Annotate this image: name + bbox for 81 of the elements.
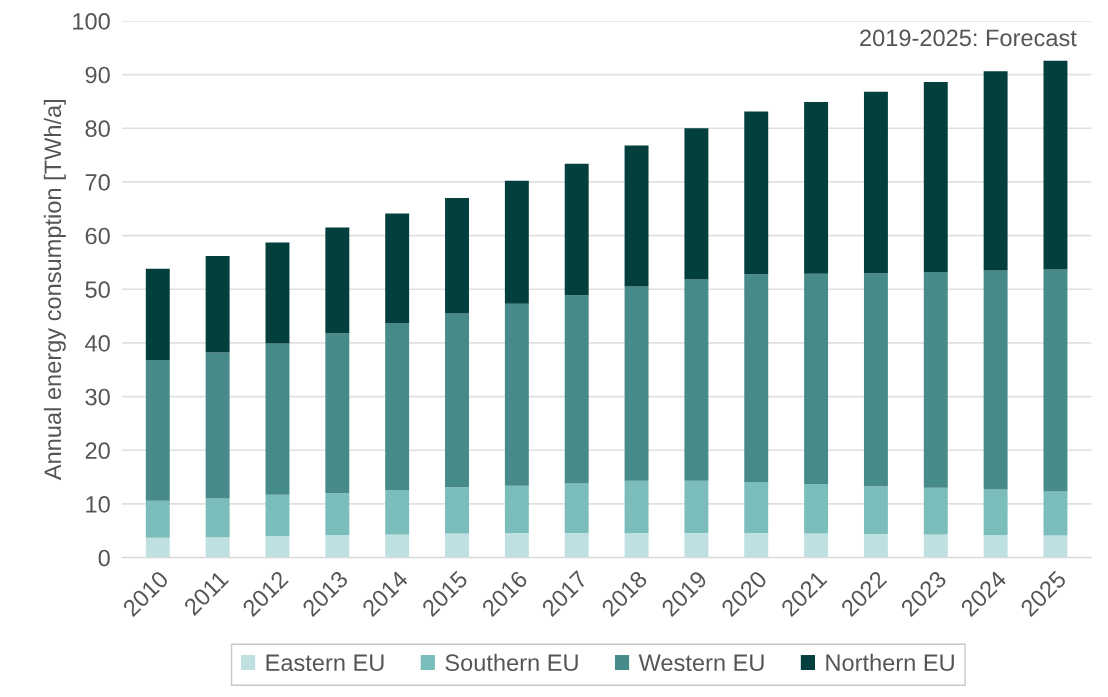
bar [265, 536, 290, 558]
bar [744, 532, 769, 558]
bar [684, 279, 709, 481]
bar [744, 274, 769, 482]
bar [684, 480, 709, 533]
y-tick-label: 80 [85, 120, 110, 138]
bar [983, 489, 1008, 536]
bar [385, 323, 410, 490]
y-tick-label: 10 [86, 496, 110, 513]
bar [504, 303, 529, 486]
bar [804, 273, 829, 485]
bar [504, 532, 529, 558]
bar [624, 480, 649, 533]
bar [804, 101, 829, 274]
bar [504, 485, 529, 533]
y-tick-label: 20 [85, 442, 110, 460]
bar [265, 343, 290, 495]
bar [265, 242, 290, 344]
bar [325, 535, 350, 558]
bar [923, 82, 948, 273]
y-tick-label: 90 [85, 66, 110, 84]
bar [145, 268, 170, 361]
bar [1043, 269, 1068, 492]
bar [145, 537, 170, 558]
bar [265, 494, 290, 537]
bar [205, 537, 230, 558]
bar [564, 532, 589, 558]
bar [804, 484, 829, 534]
bar [205, 352, 230, 499]
bar [684, 532, 709, 558]
legend-label: Southern EU [445, 653, 578, 672]
bar [1043, 491, 1068, 536]
bar [923, 487, 948, 535]
y-tick-label: 70 [85, 173, 110, 191]
bar [385, 213, 410, 324]
bar [564, 163, 589, 296]
bar [564, 295, 589, 484]
bar [385, 534, 410, 558]
bar [145, 500, 170, 538]
bar [923, 534, 948, 558]
bar [145, 360, 170, 501]
bar [445, 198, 469, 314]
bar [1043, 535, 1068, 558]
bar [923, 272, 948, 488]
y-tick-label: 60 [85, 227, 110, 245]
bar [445, 313, 469, 488]
bar [983, 270, 1008, 490]
y-axis-title: Annual energy consumption [TWh/a] [43, 99, 66, 481]
bar [744, 481, 769, 533]
bar [684, 128, 709, 280]
legend-label: Western EU [638, 654, 764, 672]
bar [1043, 60, 1068, 270]
bar [624, 145, 649, 287]
legend-label: Northern EU [826, 653, 954, 672]
bar [744, 111, 769, 275]
legend-label: Eastern EU [266, 654, 384, 672]
bar [325, 493, 350, 536]
y-tick-label: 0 [98, 549, 110, 567]
bar [624, 286, 649, 481]
y-tick-label: 30 [85, 388, 110, 406]
bar [624, 532, 649, 558]
y-tick-label: 100 [73, 12, 110, 30]
bar [863, 91, 888, 274]
bar [504, 180, 529, 304]
bar [564, 483, 589, 533]
bar [325, 333, 350, 494]
bar [863, 273, 888, 487]
bar [205, 255, 230, 353]
bar [804, 533, 829, 558]
bar [445, 487, 469, 534]
bar [863, 533, 888, 558]
bar [863, 486, 888, 534]
annotation: 2019-2025: Forecast [860, 29, 1077, 47]
bar [983, 71, 1008, 271]
bar [385, 489, 410, 535]
bar [445, 533, 469, 558]
y-tick-label: 50 [85, 281, 110, 299]
y-tick-label: 40 [85, 334, 110, 352]
bar [205, 498, 230, 538]
bar [325, 227, 350, 334]
bar [983, 535, 1008, 558]
